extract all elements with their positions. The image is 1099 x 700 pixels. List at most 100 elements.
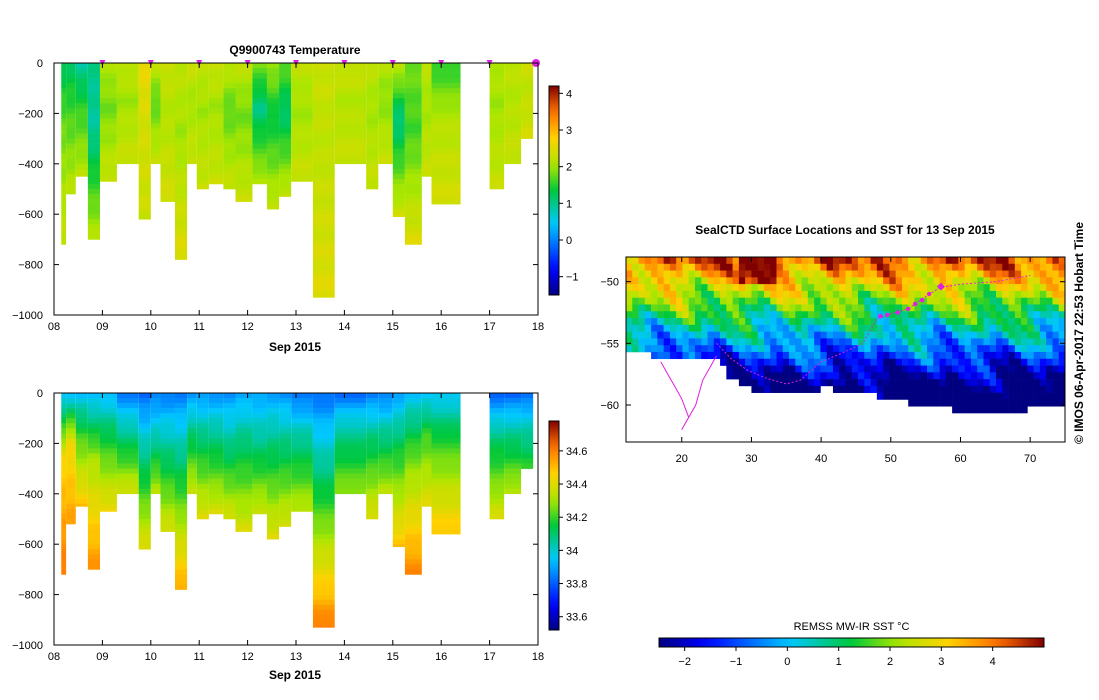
sst-cell (682, 257, 690, 265)
profile-cell (87, 153, 100, 160)
sst-cell (814, 290, 821, 298)
profile-cell (312, 503, 335, 510)
sst-column (952, 257, 959, 414)
profile-cell (266, 519, 280, 525)
profile-cell (378, 148, 393, 155)
profile-cell (138, 438, 151, 444)
sst-cell (883, 358, 890, 366)
profile-cell (404, 118, 422, 124)
profile-cell (431, 519, 461, 525)
sst-cell (1027, 372, 1034, 380)
profile-cell (366, 143, 379, 149)
profile-cell (279, 524, 292, 527)
profile-cell (334, 113, 367, 119)
sst-cell (1039, 331, 1047, 339)
profile-cell (392, 403, 405, 409)
profile-cell (266, 173, 280, 180)
sst-cell (757, 297, 765, 305)
profile-cell (366, 118, 379, 124)
sst-column (958, 257, 965, 414)
sst-column (694, 257, 702, 360)
sst-cell (726, 331, 733, 339)
sst-cell (845, 365, 853, 373)
profile-cell (61, 564, 67, 570)
sst-cell (1014, 257, 1022, 265)
profile-cell (252, 508, 267, 515)
sst-cell (701, 263, 708, 271)
sst-cell (1008, 331, 1016, 339)
profile-cell (489, 463, 505, 469)
profile-cell (66, 153, 76, 160)
profile-cell (266, 453, 280, 459)
profile-cell (421, 468, 432, 474)
profile-cell (187, 428, 197, 434)
sst-colorbar-tick-label: 2 (887, 656, 893, 668)
sst-cell (1052, 351, 1060, 360)
profile-cell (87, 473, 100, 479)
profile-cell (504, 88, 522, 94)
sst-cell (726, 358, 733, 366)
sst-cell (927, 351, 934, 360)
profile-cell (378, 453, 393, 459)
profile-cell (521, 458, 534, 464)
sst-cell (651, 263, 658, 271)
profile-cell (175, 83, 188, 89)
profile-cell (266, 78, 280, 84)
profile-cell (312, 433, 335, 439)
sst-cell (820, 263, 827, 271)
profile-cell (87, 224, 100, 230)
sst-cell (945, 399, 953, 407)
sst-cell (669, 345, 677, 353)
sst-cell (644, 277, 652, 285)
profile-cell (187, 123, 197, 129)
profile-cell (99, 478, 117, 485)
profile-cell (266, 503, 280, 510)
profile-cell (252, 503, 267, 510)
profile-cell (235, 418, 253, 424)
profile-cell (208, 118, 224, 124)
sst-cell (989, 324, 997, 332)
profile-column (521, 63, 534, 139)
sst-cell (732, 290, 740, 298)
profile-cell (312, 493, 335, 500)
sst-cell (1052, 257, 1060, 265)
profile-cell (366, 103, 379, 109)
sst-cell (883, 338, 890, 346)
sst-cell (776, 270, 784, 278)
sst-cell (977, 304, 984, 312)
sst-cell (964, 318, 972, 326)
sst-cell (814, 311, 821, 319)
sst-cell (801, 277, 809, 285)
profile-cell (279, 173, 292, 180)
profile-cell (392, 393, 405, 399)
sst-cell (782, 257, 790, 265)
profile-cell (75, 153, 88, 160)
sst-cell (983, 406, 991, 414)
sst-cell (970, 324, 978, 332)
profile-cell (138, 153, 151, 160)
profile-cell (334, 108, 367, 114)
sst-cell (1002, 324, 1009, 332)
profile-cell (431, 393, 461, 399)
sst-cell (663, 318, 671, 326)
profile-cell (175, 579, 188, 585)
profile-cell (266, 88, 280, 94)
profile-cell (208, 163, 224, 170)
profile-cell (87, 199, 100, 205)
sst-cell (839, 263, 846, 271)
profile-cell (99, 143, 117, 149)
sst-cell (694, 324, 702, 332)
sst-cell (996, 304, 1003, 312)
sst-cell (927, 311, 934, 319)
sst-cell (964, 351, 972, 360)
sst-column (876, 257, 884, 400)
profile-cell (431, 133, 461, 139)
profile-cell (279, 468, 292, 474)
x-tick-label: 14 (338, 651, 350, 663)
sst-cell (889, 257, 896, 265)
profile-cell (235, 428, 253, 434)
profile-cell (366, 468, 379, 474)
sst-cell (669, 338, 677, 346)
sst-cell (901, 351, 909, 360)
sst-cell (644, 324, 652, 332)
